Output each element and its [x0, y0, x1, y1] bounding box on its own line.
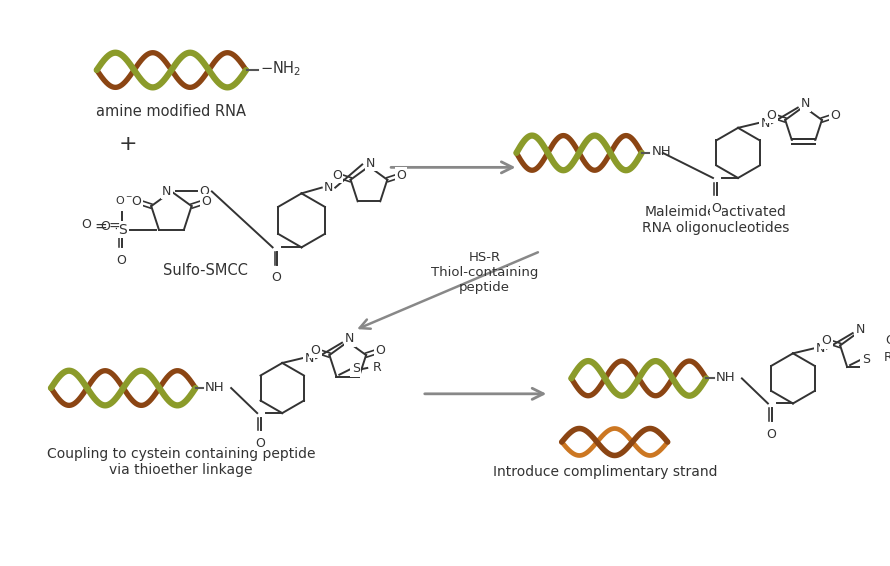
Text: NH: NH — [205, 380, 225, 393]
Text: +: + — [118, 134, 137, 153]
Text: O: O — [830, 109, 840, 122]
Text: $-$NH$_2$: $-$NH$_2$ — [260, 60, 302, 79]
Text: S: S — [862, 353, 870, 366]
Text: O: O — [100, 220, 110, 233]
Text: Maleimide-activated
RNA oligonucleotides: Maleimide-activated RNA oligonucleotides — [643, 205, 789, 235]
Text: O: O — [766, 109, 776, 122]
Text: S: S — [352, 362, 360, 375]
Text: O: O — [132, 195, 142, 208]
Text: N: N — [304, 351, 314, 365]
Text: O$^-$: O$^-$ — [116, 194, 134, 205]
Text: O: O — [255, 437, 265, 450]
Text: NH: NH — [651, 145, 671, 158]
Text: O: O — [311, 344, 320, 357]
Text: O: O — [766, 427, 776, 440]
Text: Introduce complimentary strand: Introduce complimentary strand — [493, 465, 717, 479]
Text: Sulfo-SMCC: Sulfo-SMCC — [163, 263, 247, 278]
Text: N: N — [855, 323, 865, 336]
Text: O: O — [201, 195, 211, 208]
Text: O: O — [271, 272, 281, 285]
Text: =: = — [94, 218, 108, 233]
Text: O: O — [82, 217, 92, 230]
Text: N: N — [324, 181, 333, 194]
Text: O: O — [821, 335, 831, 348]
Text: N: N — [345, 332, 354, 345]
Text: HS-R
Thiol-containing
peptide: HS-R Thiol-containing peptide — [431, 251, 538, 294]
Text: R: R — [884, 351, 890, 364]
Text: Coupling to cystein containing peptide
via thioether linkage: Coupling to cystein containing peptide v… — [47, 447, 315, 477]
Text: O: O — [332, 169, 342, 182]
Text: O: O — [199, 185, 209, 198]
Text: O: O — [375, 344, 384, 357]
Text: NH: NH — [716, 371, 735, 384]
Text: O: O — [396, 169, 406, 182]
Text: O: O — [117, 254, 126, 267]
Text: R: R — [373, 361, 382, 374]
Text: amine modified RNA: amine modified RNA — [96, 104, 247, 119]
Text: N: N — [760, 117, 770, 130]
Text: =: = — [109, 220, 120, 234]
Text: S: S — [118, 223, 126, 237]
Text: N: N — [366, 157, 376, 170]
Text: O: O — [711, 202, 721, 215]
Text: N: N — [801, 97, 810, 110]
Text: N: N — [162, 185, 171, 198]
Text: N: N — [815, 342, 825, 355]
Text: O: O — [886, 335, 890, 348]
